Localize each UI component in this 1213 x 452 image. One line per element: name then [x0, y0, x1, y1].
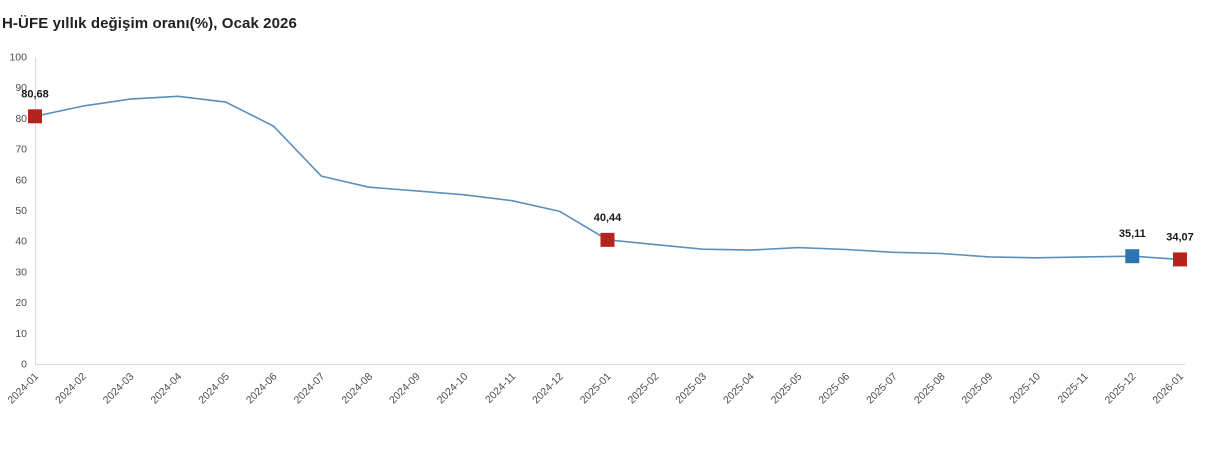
- chart-title: H-ÜFE yıllık değişim oranı(%), Ocak 2026: [2, 15, 297, 32]
- x-axis-tick-label: 2024-01: [5, 371, 41, 407]
- x-axis-tick-label: 2024-07: [292, 371, 328, 407]
- x-axis-tick-label: 2025-05: [769, 371, 805, 407]
- x-axis-tick-label: 2024-03: [101, 371, 137, 407]
- x-axis-tick-label: 2025-11: [1056, 371, 1091, 406]
- data-point-label: 34,07: [1166, 231, 1194, 243]
- x-axis-tick-label: 2024-12: [530, 371, 566, 407]
- y-axis-tick-label: 60: [15, 174, 27, 186]
- x-axis-tick-label: 2025-10: [1007, 371, 1043, 407]
- x-axis-tick-label: 2024-09: [387, 371, 423, 407]
- data-point-marker[interactable]: [600, 232, 615, 247]
- x-axis-tick-label: 2024-10: [435, 371, 471, 407]
- y-axis-tick-label: 100: [9, 52, 27, 64]
- data-point-marker[interactable]: [28, 109, 42, 124]
- data-point-label: 80,68: [21, 88, 49, 100]
- y-axis-tick-label: 20: [15, 297, 27, 309]
- x-axis-tick-label: 2024-04: [149, 371, 185, 407]
- x-axis-tick-label: 2024-06: [244, 371, 280, 407]
- x-axis-tick-label: 2025-02: [626, 371, 662, 407]
- x-axis-tick-label: 2026-01: [1150, 371, 1186, 407]
- y-axis-tick-label: 10: [15, 328, 27, 340]
- y-axis-tick-label: 30: [15, 266, 27, 278]
- x-axis-tick-label: 2024-05: [196, 371, 232, 407]
- data-point-label: 35,11: [1119, 228, 1146, 240]
- x-axis-tick-label: 2025-03: [673, 371, 709, 407]
- y-axis-tick-label: 80: [15, 113, 27, 125]
- x-axis-tick-label: 2025-12: [1103, 371, 1139, 407]
- x-axis-tick-label: 2024-08: [339, 371, 375, 407]
- data-point-marker[interactable]: [1173, 252, 1187, 267]
- x-axis-tick-label: 2025-01: [578, 371, 614, 407]
- x-axis-tick-label: 2025-04: [721, 371, 757, 407]
- x-axis-tick-label: 2024-11: [483, 371, 518, 406]
- y-axis-tick-label: 0: [21, 359, 27, 371]
- data-point-marker[interactable]: [1125, 249, 1140, 264]
- y-axis-tick-label: 40: [15, 236, 27, 248]
- x-axis-tick-label: 2025-07: [864, 371, 900, 407]
- x-axis-tick-label: 2025-08: [912, 371, 948, 407]
- x-axis-tick-label: 2025-09: [960, 371, 996, 407]
- y-axis-tick-label: 70: [15, 144, 27, 156]
- x-axis-tick-label: 2024-02: [53, 371, 89, 407]
- x-axis-tick-label: 2025-06: [816, 371, 852, 407]
- y-axis-tick-label: 90: [15, 82, 27, 94]
- data-point-label: 40,44: [594, 212, 622, 224]
- y-axis-tick-label: 50: [15, 205, 27, 217]
